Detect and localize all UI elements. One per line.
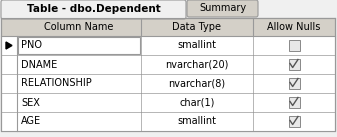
Bar xyxy=(1,93,335,112)
Bar xyxy=(1,18,335,131)
Text: smallint: smallint xyxy=(178,116,216,126)
Text: Allow Nulls: Allow Nulls xyxy=(267,22,321,32)
Text: AGE: AGE xyxy=(21,116,41,126)
Bar xyxy=(288,78,300,89)
FancyBboxPatch shape xyxy=(1,0,186,19)
Text: Data Type: Data Type xyxy=(173,22,221,32)
Text: Table - dbo.Dependent: Table - dbo.Dependent xyxy=(27,4,160,14)
Text: nvarchar(8): nvarchar(8) xyxy=(168,79,225,89)
Polygon shape xyxy=(6,42,12,49)
Bar xyxy=(1,18,335,36)
Bar xyxy=(288,97,300,108)
Bar xyxy=(288,59,300,70)
Text: SEX: SEX xyxy=(21,98,40,108)
Text: RELATIONSHIP: RELATIONSHIP xyxy=(21,79,92,89)
Bar xyxy=(1,36,335,55)
FancyBboxPatch shape xyxy=(187,0,258,17)
Text: smallint: smallint xyxy=(178,41,216,51)
Text: Column Name: Column Name xyxy=(44,22,114,32)
Text: DNAME: DNAME xyxy=(21,59,57,69)
Bar xyxy=(1,74,335,93)
Bar xyxy=(288,40,300,51)
Bar xyxy=(288,116,300,127)
Bar xyxy=(18,37,140,54)
Bar xyxy=(1,112,335,131)
Text: PNO: PNO xyxy=(21,41,42,51)
Bar xyxy=(1,55,335,74)
Text: nvarchar(20): nvarchar(20) xyxy=(165,59,229,69)
Bar xyxy=(1,18,335,131)
Text: char(1): char(1) xyxy=(179,98,215,108)
Text: Summary: Summary xyxy=(199,3,246,13)
